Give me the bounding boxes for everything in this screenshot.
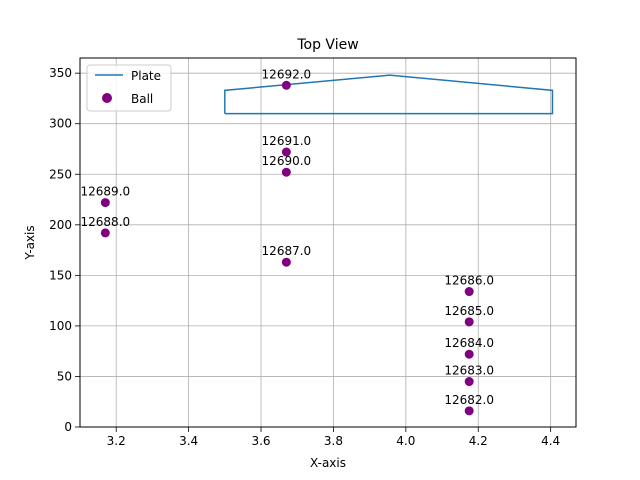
y-tick-label: 0 — [64, 420, 72, 434]
y-tick-label: 200 — [49, 218, 72, 232]
y-axis-label: Y-axis — [23, 225, 37, 260]
plot-background — [80, 58, 576, 427]
x-axis-ticks: 3.2 3.4 3.6 3.8 4.0 4.2 4.4 — [107, 427, 560, 448]
chart-title: Top View — [296, 37, 358, 53]
ball-point — [464, 317, 474, 327]
legend: Plate Ball — [86, 64, 172, 112]
ball-point — [464, 287, 474, 297]
ball-point — [100, 228, 110, 238]
x-tick-label: 4.4 — [541, 434, 560, 448]
ball-point-label: 12687.0 — [262, 244, 312, 258]
ball-point — [281, 257, 291, 267]
ball-point-label: 12688.0 — [81, 215, 131, 229]
point-labels: 12682.0 12683.0 12684.0 12685.0 12686.0 12687… — [81, 67, 494, 407]
legend-plate-label: Plate — [131, 69, 161, 83]
y-tick-label: 350 — [49, 66, 72, 80]
x-tick-label: 4.2 — [469, 434, 488, 448]
ball-point-label: 12682.0 — [444, 393, 494, 407]
ball-series — [100, 80, 474, 416]
ball-point — [464, 406, 474, 416]
plot-frame — [79, 57, 577, 428]
ball-point — [100, 198, 110, 208]
y-tick-label: 250 — [49, 167, 72, 181]
y-tick-label: 100 — [49, 319, 72, 333]
ball-point-label: 12689.0 — [81, 185, 131, 199]
ball-point-label: 12690.0 — [262, 154, 312, 168]
x-tick-label: 3.6 — [251, 434, 270, 448]
ball-point-label: 12691.0 — [262, 134, 312, 148]
plot-area: 12682.0 12683.0 12684.0 12685.0 12686.0 12687… — [49, 57, 577, 448]
y-axis-ticks: 0 50 100 150 200 250 300 350 — [49, 66, 80, 434]
plate-outline — [224, 74, 554, 115]
y-tick-label: 150 — [49, 268, 72, 282]
legend-ball-swatch — [102, 93, 112, 103]
ball-point-label: 12686.0 — [444, 274, 494, 288]
ball-point — [464, 377, 474, 387]
plate-series — [224, 74, 554, 115]
ball-point — [281, 167, 291, 177]
y-tick-label: 300 — [49, 117, 72, 131]
x-tick-label: 3.4 — [179, 434, 198, 448]
ball-point — [281, 80, 291, 90]
x-tick-label: 3.8 — [324, 434, 343, 448]
ball-point-label: 12692.0 — [262, 67, 312, 81]
y-tick-label: 50 — [57, 369, 72, 383]
x-tick-label: 3.2 — [107, 434, 126, 448]
x-axis-label: X-axis — [310, 456, 346, 470]
legend-ball-label: Ball — [131, 92, 153, 106]
ball-point-label: 12684.0 — [444, 336, 494, 350]
ball-point-label: 12685.0 — [444, 304, 494, 318]
x-tick-label: 4.0 — [396, 434, 415, 448]
ball-point-label: 12683.0 — [444, 364, 494, 378]
ball-point — [464, 349, 474, 359]
ball-point — [281, 147, 291, 157]
